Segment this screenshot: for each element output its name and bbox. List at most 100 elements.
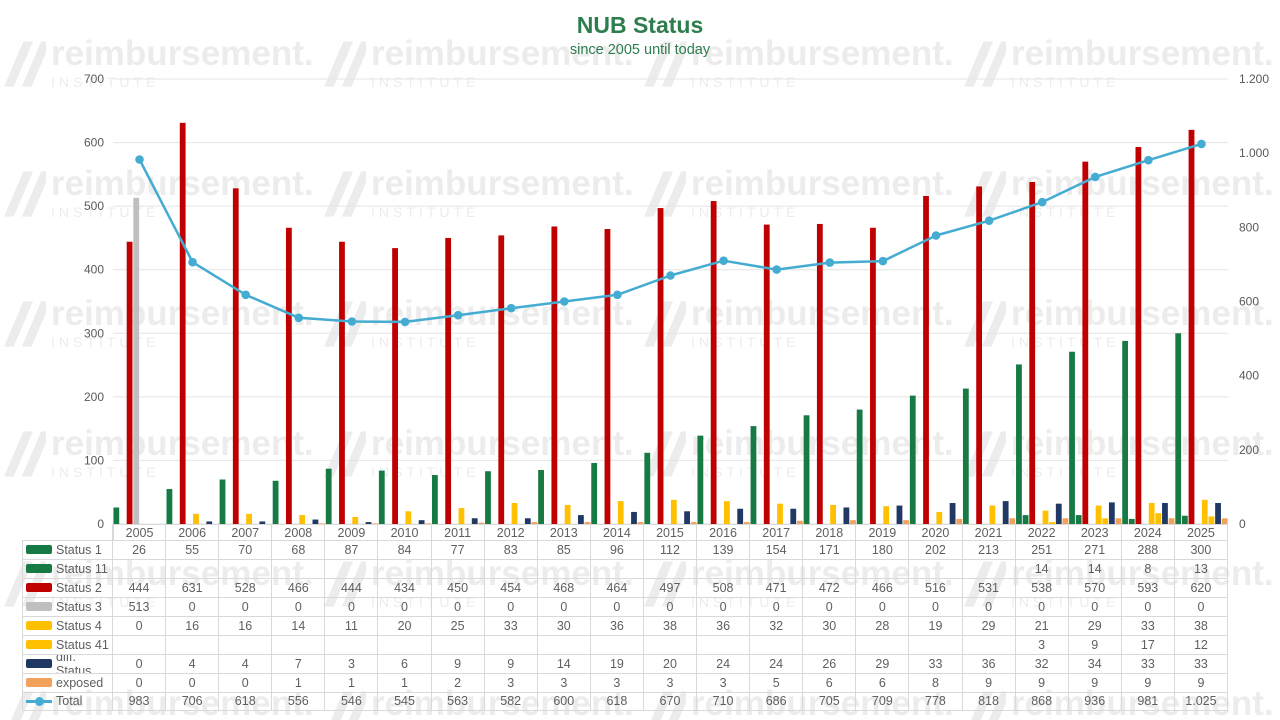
cell-status-4-2012: 33 [484,616,538,636]
cell-exposed-2015: 3 [643,673,698,693]
bolt-logo-icon [4,171,46,217]
bar-status-4-2023 [1095,505,1102,524]
left-axis-tick: 500 [84,199,104,213]
cell-status-41-2024: 17 [1121,635,1175,655]
total-point-2021 [984,216,994,225]
total-point-2005 [135,155,144,164]
cell-exposed-2020: 8 [909,673,963,693]
bar-status-4-2025 [1201,499,1208,524]
bar-status-2-2019 [870,227,876,524]
bar-status-2-2022 [1029,181,1036,525]
bar-diff-status-2019 [896,505,903,524]
cell-status-4-2014: 36 [590,616,644,636]
legend-item-status-3: Status 3 [22,597,113,617]
bar-status-4-2015 [670,499,677,524]
cell-status-41-2018 [803,635,857,655]
cell-status-41-2013 [537,635,591,655]
cell-status-3-2017: 0 [750,597,804,617]
cell-total-2021: 818 [962,692,1016,712]
watermark-sub: INSTITUTE [691,203,800,220]
cell-status-11-2020 [909,559,963,579]
watermark-brand: reimbursement. [371,164,634,203]
bolt-logo-icon [644,171,686,217]
cell-total-2014: 618 [590,692,644,712]
cell-status-2-2019: 466 [856,578,910,598]
bar-exposed-2018 [850,520,856,524]
year-header-2022: 2022 [1015,524,1069,541]
bar-status-1-2006 [166,489,173,524]
cell-status-4-2015: 38 [643,616,698,636]
left-axis-tick: 300 [84,326,104,340]
cell-status-3-2010: 0 [378,597,432,617]
cell-status-11-2016 [697,559,751,579]
cell-status-11-2014 [590,559,644,579]
legend-label-status-41: Status 41 [56,637,109,652]
bar-status-2-2023 [1082,161,1089,524]
cell-status-41-2012 [484,635,538,655]
cell-exposed-2013: 3 [537,673,591,693]
cell-status-2-2010: 434 [378,578,432,598]
bar-status-4-2006 [193,513,199,524]
cell-status-41-2010 [378,635,432,655]
cell-status-41-2017 [750,635,804,655]
left-axis-tick: 400 [84,263,104,277]
cell-diff-status-2017: 24 [750,654,804,674]
cell-diff-status-2011: 9 [431,654,485,674]
cell-status-2-2014: 464 [590,578,644,598]
total-point-2019 [878,256,888,266]
cell-diff-status-2025: 33 [1174,654,1228,674]
cell-exposed-2006: 0 [166,673,220,693]
bar-status-2-2016 [710,201,717,524]
watermark-brand: reimbursement. [691,34,954,73]
bar-exposed-2017 [797,520,803,524]
cell-status-11-2011 [431,559,485,579]
cell-status-2-2025: 620 [1174,578,1228,598]
cell-status-11-2018 [803,559,857,579]
total-point-2018 [825,258,835,267]
total-point-2006 [188,257,197,267]
total-point-2017 [772,265,781,274]
total-point-2007 [241,290,250,300]
cell-diff-status-2014: 19 [590,654,644,674]
total-point-2016 [719,256,728,266]
year-header-2011: 2011 [431,524,485,541]
bolt-logo-icon [644,561,686,607]
cell-status-41-2020 [909,635,963,655]
bar-exposed-2022 [1062,518,1069,524]
year-header-2018: 2018 [803,524,857,541]
legend-swatch-status-3 [26,602,52,612]
cell-status-2-2020: 516 [909,578,963,598]
cell-exposed-2012: 3 [484,673,538,693]
cell-status-3-2014: 0 [590,597,644,617]
cell-status-4-2016: 36 [697,616,751,636]
bar-diff-status-2012 [524,518,531,524]
watermark-tile: reimbursement.INSTITUTE [4,35,314,92]
watermark-tile: reimbursement.INSTITUTE [964,295,1274,352]
right-axis-tick: 1.200 [1239,72,1269,86]
bar-diff-status-2008 [312,519,319,524]
cell-diff-status-2010: 6 [378,654,432,674]
cell-status-4-2013: 30 [537,616,591,636]
bar-diff-status-2020 [949,503,956,524]
bar-status-4-2008 [299,515,306,524]
watermark-sub: INSTITUTE [691,73,800,90]
legend-item-status-41: Status 41 [22,635,113,655]
year-header-2019: 2019 [856,524,910,541]
legend-item-exposed: exposed [22,673,113,693]
bar-status-1-2020 [909,395,916,524]
cell-status-11-2023: 14 [1068,559,1122,579]
cell-status-1-2010: 84 [378,541,432,560]
cell-status-3-2024: 0 [1121,597,1175,617]
bolt-logo-icon [644,41,686,87]
bar-exposed-2025 [1221,518,1228,524]
bar-exposed-2011 [478,522,485,524]
left-axis-tick: 600 [84,136,104,150]
bar-status-2-2010 [392,248,398,524]
cell-total-2017: 686 [750,692,804,712]
watermark-tile: reimbursement.INSTITUTE [644,685,954,720]
cell-status-3-2006: 0 [166,597,220,617]
cell-status-4-2018: 30 [803,616,857,636]
bar-status-2-2025 [1188,129,1195,525]
cell-total-2008: 556 [272,692,326,712]
